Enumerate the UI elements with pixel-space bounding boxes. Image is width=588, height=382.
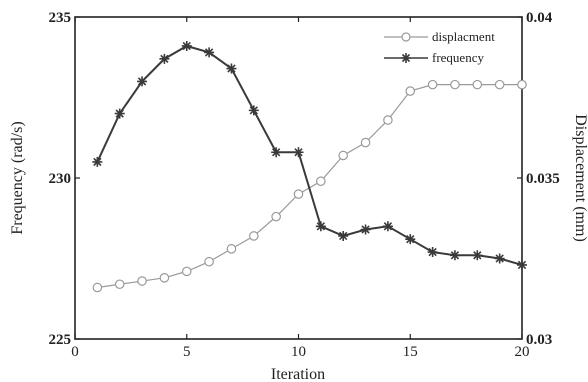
data-point-displacment (383, 115, 393, 125)
data-point-frequency (204, 47, 215, 58)
data-point-displacment (360, 137, 371, 148)
legend-label-displacment: displacment (432, 29, 495, 44)
data-point-displacment (159, 273, 170, 283)
x-tick-label: 0 (71, 344, 79, 360)
data-point-displacment (226, 244, 237, 254)
x-tick-label: 15 (403, 344, 418, 360)
x-tick-label: 5 (183, 344, 191, 360)
data-point-frequency (114, 108, 125, 119)
series-line-frequency (96, 44, 523, 266)
data-point-frequency (226, 63, 237, 74)
data-point-displacment (450, 79, 460, 90)
data-point-displacment (338, 150, 348, 161)
legend-label-frequency: frequency (432, 50, 484, 65)
data-point-displacment (92, 282, 103, 293)
legend-marker-frequency (401, 53, 411, 63)
data-point-frequency (271, 147, 282, 158)
data-point-frequency (382, 221, 393, 232)
data-point-frequency (248, 105, 259, 116)
data-point-frequency (494, 253, 505, 264)
plot-frame (74, 16, 523, 340)
data-point-frequency (181, 40, 192, 51)
data-point-displacment (427, 79, 438, 90)
data-point-displacment (137, 276, 147, 286)
data-point-frequency (449, 250, 460, 261)
data-point-frequency (405, 234, 416, 245)
data-point-displacment (517, 79, 527, 90)
y-left-tick-label: 230 (49, 171, 72, 187)
data-point-frequency (360, 224, 371, 235)
data-point-frequency (338, 230, 349, 241)
data-point-displacment (316, 176, 326, 187)
data-point-displacment (405, 86, 416, 96)
series-layer (92, 40, 527, 293)
y-left-ticks: 225 230 235 (49, 10, 80, 348)
y-axis-title-right: Displacement (mm) (572, 114, 588, 242)
data-point-frequency (293, 147, 304, 158)
data-point-frequency (137, 76, 148, 87)
y-right-tick-label: 0.03 (526, 332, 552, 348)
data-point-frequency (517, 259, 527, 270)
data-point-frequency (472, 250, 483, 261)
y-right-ticks: 0.03 0.035 0.04 (517, 10, 560, 348)
data-point-displacment (204, 256, 214, 267)
x-ticks: 0 5 10 15 20 (71, 17, 530, 360)
y-left-tick-label: 235 (49, 10, 72, 26)
data-point-displacment (114, 279, 125, 290)
y-right-tick-label: 0.035 (526, 171, 560, 187)
x-tick-label: 20 (515, 344, 530, 360)
data-point-displacment (271, 211, 281, 222)
legend-marker-displacment (401, 32, 411, 42)
data-point-displacment (494, 79, 505, 90)
data-point-displacment (472, 79, 483, 90)
legend: displacment frequency (384, 29, 495, 65)
x-axis-title: Iteration (271, 366, 325, 382)
data-point-frequency (427, 247, 438, 258)
data-point-displacment (181, 266, 192, 277)
y-left-tick-label: 225 (49, 332, 72, 348)
data-point-frequency (159, 53, 170, 64)
data-point-frequency (92, 156, 103, 167)
x-tick-label: 10 (291, 344, 306, 360)
data-point-displacment (249, 231, 259, 241)
data-point-frequency (315, 221, 326, 232)
y-right-tick-label: 0.04 (526, 10, 553, 26)
y-axis-title-left: Frequency (rad/s) (9, 121, 26, 234)
data-point-displacment (293, 189, 304, 199)
